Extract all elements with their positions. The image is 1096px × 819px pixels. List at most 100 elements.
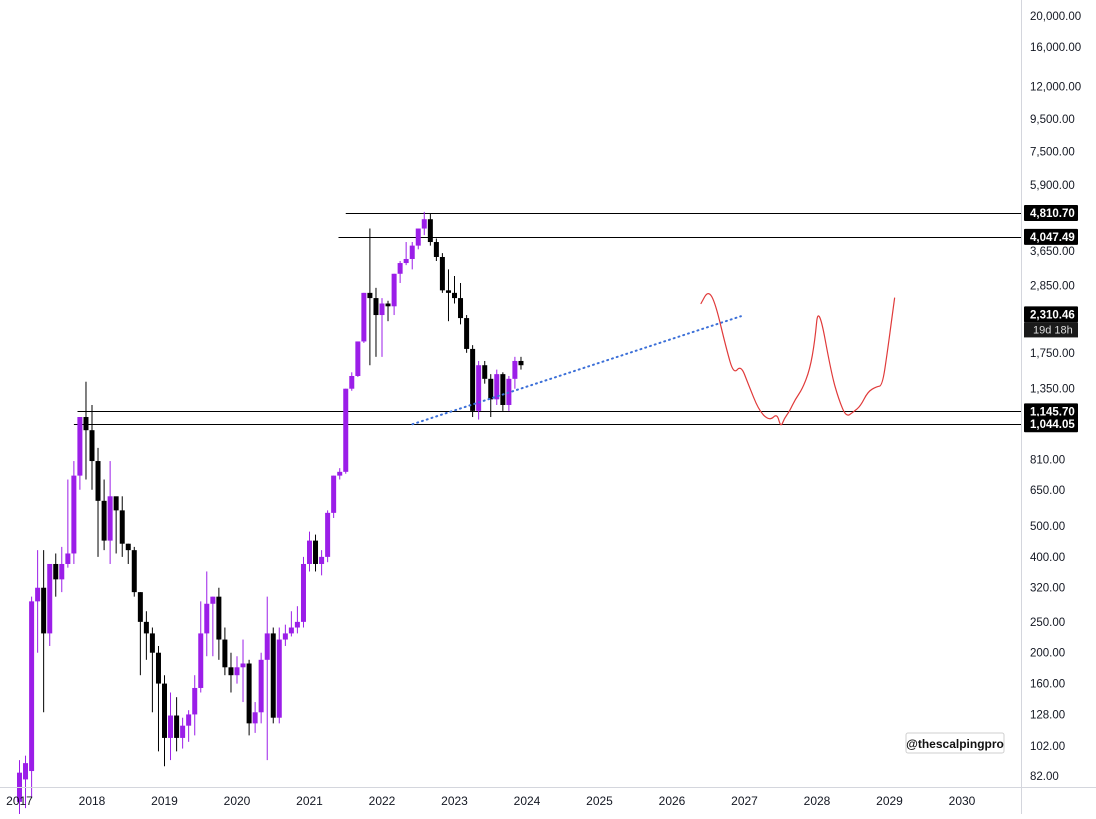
candle-body bbox=[282, 633, 288, 640]
candle bbox=[500, 372, 506, 411]
candle-body bbox=[198, 633, 204, 688]
price-tick-label: 1,750.00 bbox=[1030, 348, 1075, 360]
time-tick-label: 2028 bbox=[804, 794, 831, 808]
price-axis[interactable]: 20,000.00 16,000.00 12,000.00 9,500.00 7,500… bbox=[1030, 11, 1081, 783]
candle bbox=[131, 546, 137, 597]
price-tick-label: 9,500.00 bbox=[1030, 114, 1075, 126]
candle-body bbox=[313, 540, 319, 564]
candle-body bbox=[119, 510, 125, 544]
candle-body bbox=[494, 374, 500, 400]
time-tick-label: 2022 bbox=[369, 794, 396, 808]
candle-body bbox=[155, 652, 161, 684]
price-tick-label: 82.00 bbox=[1030, 771, 1059, 783]
candle-body bbox=[192, 687, 198, 715]
candle-body bbox=[264, 633, 270, 660]
candle-body bbox=[162, 683, 167, 738]
time-axis[interactable]: 2017 2018 2019 2020 2021 2022 2023 2024 2025 2026… bbox=[6, 794, 976, 808]
candle bbox=[29, 596, 35, 798]
countdown-badge: 19d 18h bbox=[1024, 322, 1078, 338]
watermark-text: @thescalpingpro bbox=[906, 737, 1004, 751]
candle-body bbox=[71, 475, 77, 554]
price-tick-label: 20,000.00 bbox=[1030, 11, 1081, 23]
level-badge-label: 1,145.70 bbox=[1030, 406, 1075, 418]
candle bbox=[433, 238, 439, 261]
candle bbox=[143, 611, 149, 660]
candle bbox=[464, 315, 470, 353]
price-tick-label: 5,900.00 bbox=[1030, 180, 1075, 192]
price-tick-label: 200.00 bbox=[1030, 648, 1065, 660]
candle-body bbox=[95, 461, 101, 501]
candle bbox=[252, 702, 258, 733]
price-tick-label: 3,650.00 bbox=[1030, 246, 1075, 258]
price-badges: 4,810.70 4,047.49 1,145.701,044.05 2,310.46… bbox=[1024, 205, 1078, 433]
candle-body bbox=[180, 725, 186, 738]
candle-body bbox=[452, 292, 457, 299]
candle-body bbox=[125, 543, 131, 551]
level-badge-bg bbox=[1024, 205, 1078, 222]
candle bbox=[276, 627, 282, 724]
candle bbox=[391, 273, 397, 316]
candle bbox=[216, 587, 222, 660]
candle-body bbox=[222, 639, 228, 668]
candle-body bbox=[409, 245, 415, 259]
time-tick-label: 2018 bbox=[79, 794, 106, 808]
candle-body bbox=[216, 596, 222, 640]
candle-body bbox=[276, 639, 282, 718]
candle-body bbox=[23, 763, 29, 780]
candle bbox=[35, 550, 41, 653]
trendline bbox=[411, 315, 742, 426]
candle bbox=[282, 624, 288, 646]
candle-body bbox=[337, 471, 343, 476]
candle bbox=[482, 360, 488, 384]
time-tick-label: 2024 bbox=[514, 794, 541, 808]
candle bbox=[307, 531, 312, 572]
candle bbox=[101, 479, 107, 551]
candle-body bbox=[77, 417, 83, 476]
candle bbox=[155, 645, 161, 752]
candle bbox=[162, 675, 167, 767]
candle-body bbox=[518, 360, 524, 366]
candle bbox=[186, 710, 192, 742]
candle bbox=[512, 356, 518, 389]
candle bbox=[198, 601, 204, 693]
candle bbox=[488, 374, 494, 418]
candle bbox=[107, 461, 113, 564]
candle bbox=[240, 639, 246, 703]
candle-body bbox=[168, 715, 174, 738]
candle-body bbox=[397, 263, 403, 274]
candle bbox=[343, 388, 349, 474]
candle-body bbox=[319, 556, 325, 564]
current-price-badge: 2,310.46 bbox=[1024, 306, 1078, 323]
candle bbox=[47, 563, 53, 646]
candle-body bbox=[47, 563, 53, 634]
candle-body bbox=[482, 365, 488, 379]
price-tick-label: 250.00 bbox=[1030, 617, 1065, 629]
time-tick-label: 2017 bbox=[6, 794, 33, 808]
candle-body bbox=[445, 290, 451, 293]
candle-body bbox=[53, 563, 59, 580]
candle bbox=[518, 356, 524, 370]
candle bbox=[246, 659, 252, 736]
candle-body bbox=[107, 496, 113, 541]
price-tick-label: 7,500.00 bbox=[1030, 147, 1075, 159]
candle-body bbox=[246, 663, 252, 724]
candle bbox=[168, 692, 174, 761]
candles bbox=[17, 211, 524, 819]
candle-body bbox=[137, 592, 143, 622]
candle bbox=[210, 596, 216, 657]
candle bbox=[270, 627, 276, 724]
candle bbox=[313, 534, 319, 572]
candle-body bbox=[186, 714, 192, 726]
price-tick-label: 160.00 bbox=[1030, 679, 1065, 691]
candle-body bbox=[65, 553, 71, 564]
candle-body bbox=[101, 500, 107, 541]
candle bbox=[95, 447, 101, 557]
candle-body bbox=[343, 388, 349, 472]
candle-body bbox=[113, 496, 119, 511]
candle-body bbox=[458, 298, 464, 319]
candle-body bbox=[331, 475, 337, 513]
watermark: @thescalpingpro bbox=[905, 732, 1005, 754]
candle-body bbox=[174, 715, 180, 738]
